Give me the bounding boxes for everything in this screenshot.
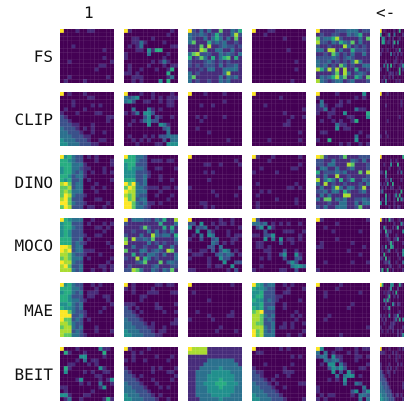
attention-map-clip-3[interactable] [188, 92, 242, 146]
back-button[interactable]: <- [376, 3, 396, 22]
attention-map-fs-6[interactable] [380, 29, 404, 83]
attention-map-beit-4[interactable] [252, 347, 306, 401]
attention-map-mae-3[interactable] [188, 283, 242, 337]
attention-map-beit-1[interactable] [60, 347, 114, 401]
row-label-beit: BEIT [14, 365, 53, 384]
attention-map-fs-3[interactable] [188, 29, 242, 83]
attention-map-dino-4[interactable] [252, 155, 306, 209]
attention-map-dino-5[interactable] [316, 155, 370, 209]
attention-map-clip-5[interactable] [316, 92, 370, 146]
attention-map-mae-4[interactable] [252, 283, 306, 337]
row-label-mae: MAE [24, 301, 53, 320]
page-number: 1 [84, 3, 94, 22]
row-label-moco: MOCO [14, 236, 53, 255]
attention-map-moco-5[interactable] [316, 218, 370, 272]
attention-map-mae-2[interactable] [124, 283, 178, 337]
attention-map-moco-4[interactable] [252, 218, 306, 272]
attention-map-beit-5[interactable] [316, 347, 370, 401]
attention-map-dino-2[interactable] [124, 155, 178, 209]
attention-map-clip-2[interactable] [124, 92, 178, 146]
row-label-clip: CLIP [14, 110, 53, 129]
attention-map-clip-1[interactable] [60, 92, 114, 146]
attention-map-mae-1[interactable] [60, 283, 114, 337]
attention-map-mae-6[interactable] [380, 283, 404, 337]
attention-map-beit-6[interactable] [380, 347, 404, 401]
attention-map-fs-1[interactable] [60, 29, 114, 83]
attention-map-fs-4[interactable] [252, 29, 306, 83]
attention-map-fs-5[interactable] [316, 29, 370, 83]
attention-map-moco-2[interactable] [124, 218, 178, 272]
attention-map-clip-4[interactable] [252, 92, 306, 146]
row-label-dino: DINO [14, 173, 53, 192]
attention-map-moco-3[interactable] [188, 218, 242, 272]
attention-map-dino-3[interactable] [188, 155, 242, 209]
attention-map-dino-6[interactable] [380, 155, 404, 209]
attention-map-mae-5[interactable] [316, 283, 370, 337]
attention-map-beit-2[interactable] [124, 347, 178, 401]
attention-map-beit-3[interactable] [188, 347, 242, 401]
attention-map-moco-1[interactable] [60, 218, 114, 272]
attention-map-dino-1[interactable] [60, 155, 114, 209]
attention-map-moco-6[interactable] [380, 218, 404, 272]
attention-map-clip-6[interactable] [380, 92, 404, 146]
attention-map-fs-2[interactable] [124, 29, 178, 83]
row-label-fs: FS [33, 47, 53, 66]
